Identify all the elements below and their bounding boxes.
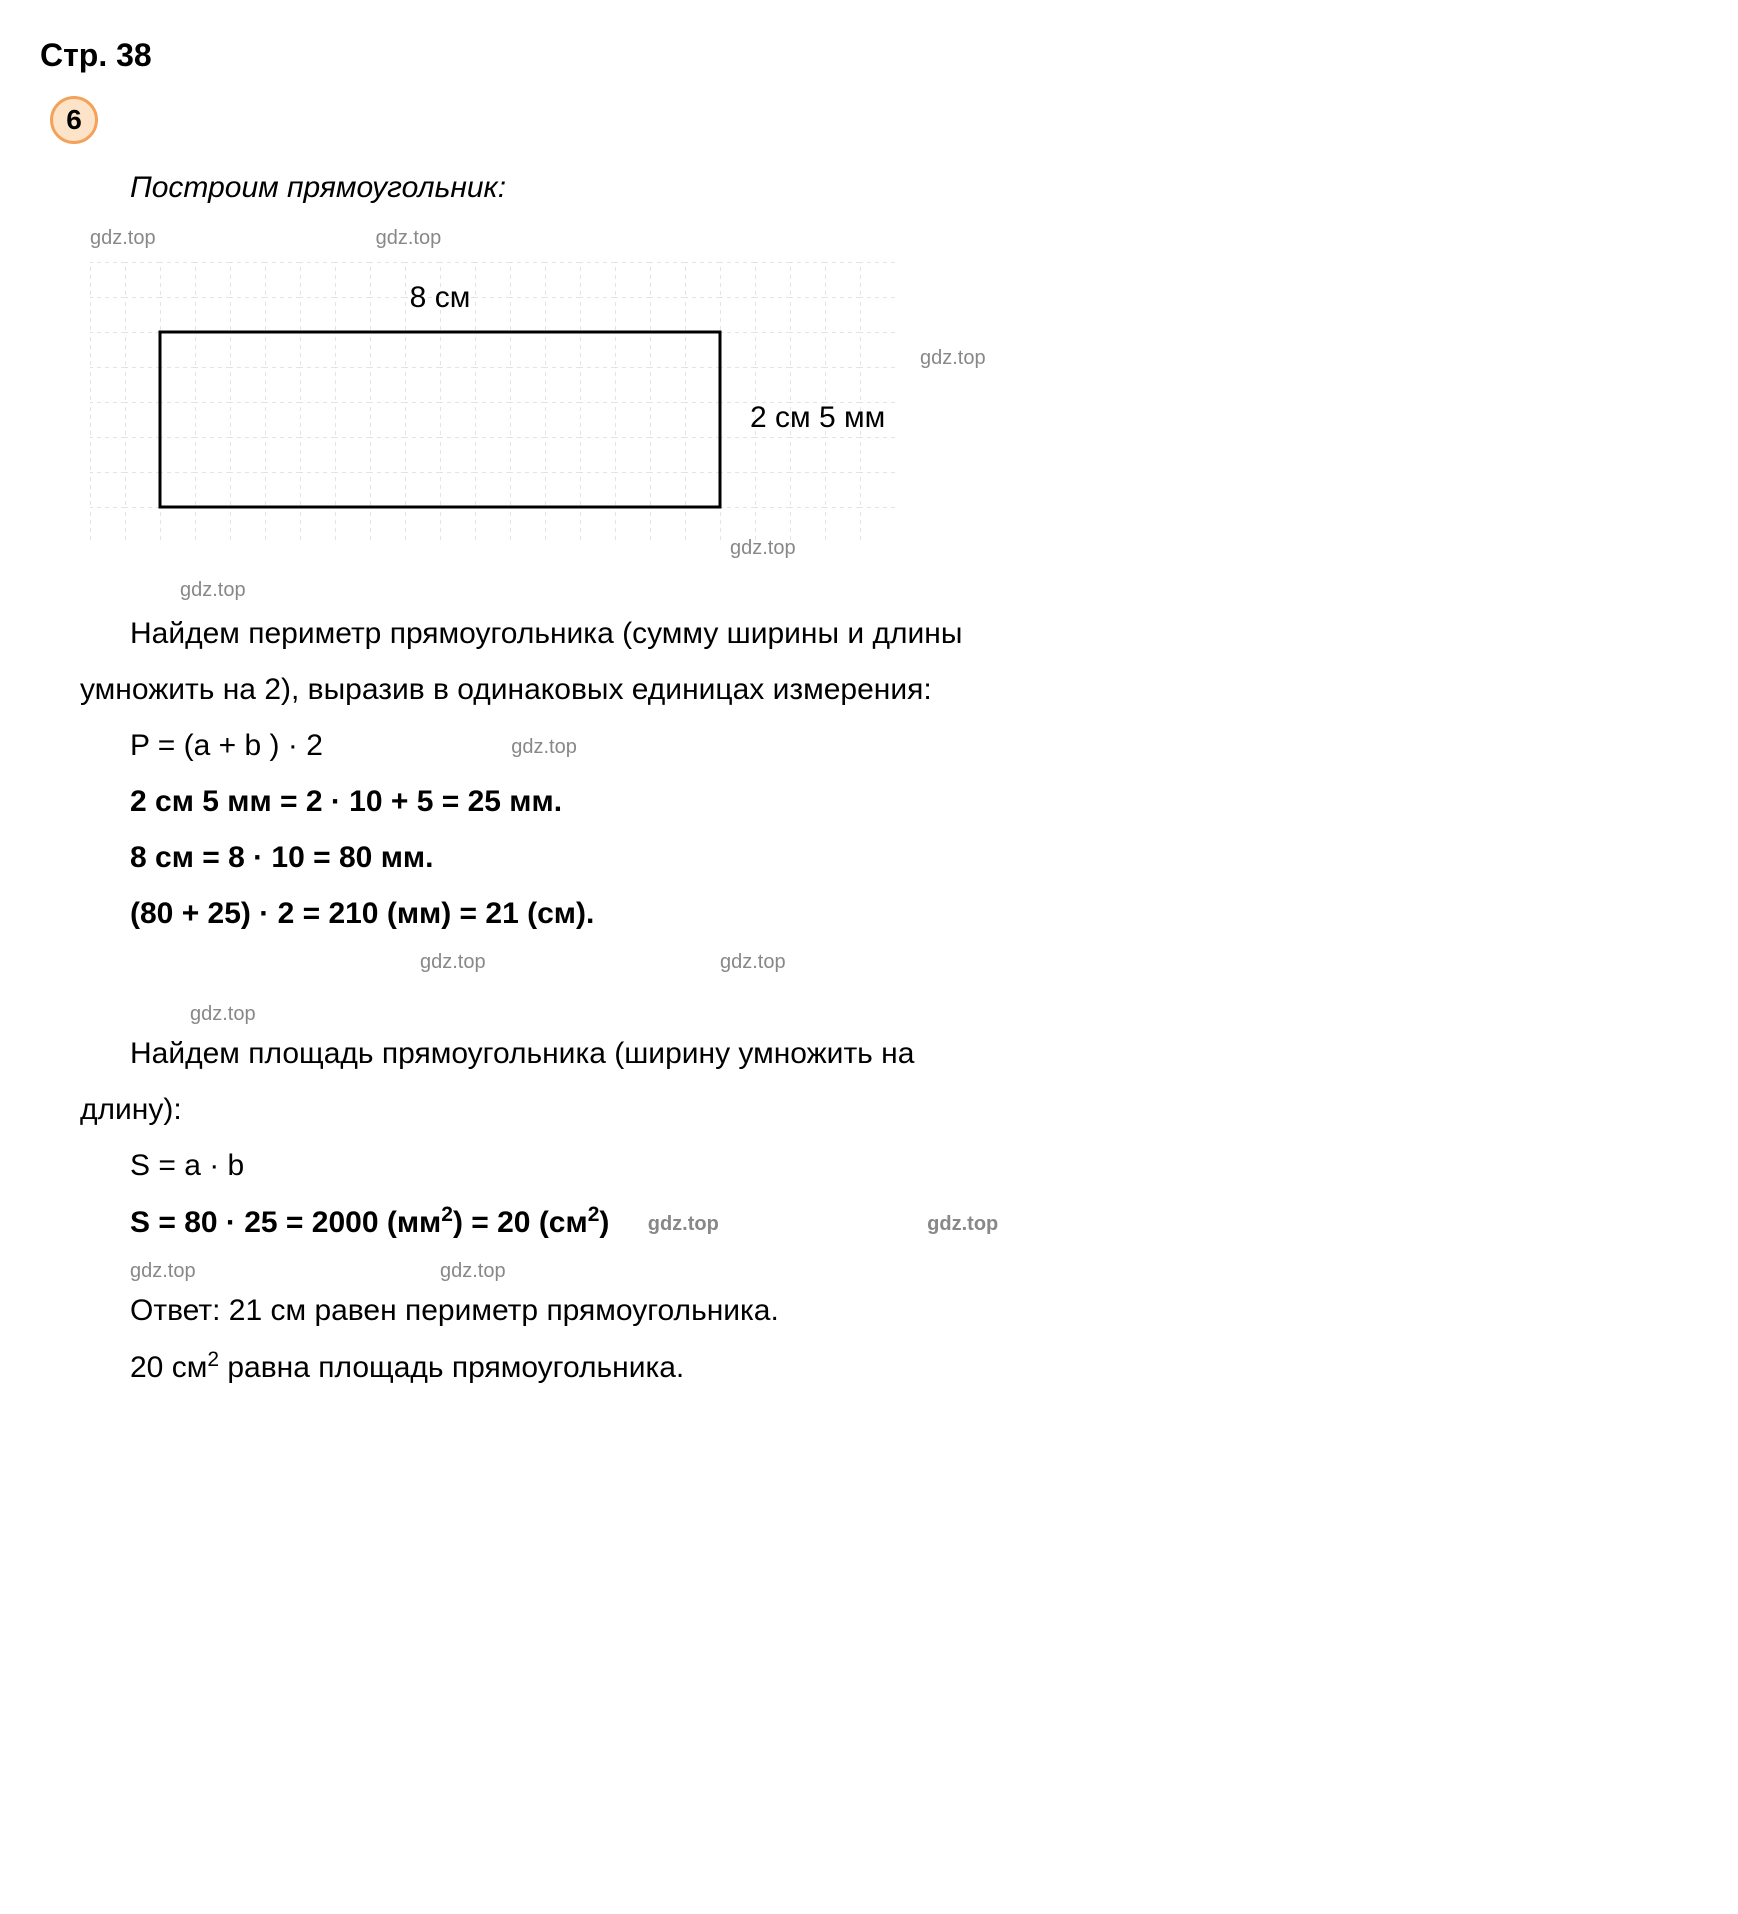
perimeter-text-1: Найдем периметр прямоугольника (сумму ши… <box>80 610 1698 658</box>
area-text-2: длину): <box>80 1086 1698 1134</box>
formula-perimeter: P = (a + b ) · 2 gdz.top <box>130 722 1698 770</box>
sup-2: 2 <box>441 1203 453 1226</box>
calc-area: S = 80 · 25 = 2000 (мм2) = 20 (см2) gdz.… <box>130 1198 1698 1247</box>
problem-number-badge: 6 <box>50 96 98 144</box>
watermark-line: gdz.top <box>40 1002 1698 1030</box>
watermark: gdz.top <box>648 1208 719 1240</box>
sup-2: 2 <box>207 1348 219 1371</box>
label-right: 2 см 5 мм <box>750 401 885 434</box>
watermark: gdz.top <box>720 946 786 978</box>
watermark: gdz.top <box>927 1208 998 1240</box>
answer-2-suffix: равна площадь прямоугольника. <box>219 1351 684 1384</box>
sup-2: 2 <box>588 1203 600 1226</box>
watermark-line: gdz.top gdz.top <box>40 1255 1698 1287</box>
perimeter-text-2: умножить на 2), выразив в одинаковых еди… <box>80 666 1698 714</box>
watermark: gdz.top <box>180 574 246 606</box>
answer-2: 20 см2 равна площадь прямоугольника. <box>130 1343 1698 1392</box>
calc-3: (80 + 25) · 2 = 210 (мм) = 21 (см). <box>130 890 1698 938</box>
calc-1: 2 см 5 мм = 2 · 10 + 5 = 25 мм. <box>130 778 1698 826</box>
watermark: gdz.top <box>190 998 256 1030</box>
calc-s-mid: ) = 20 (см <box>453 1206 588 1239</box>
calc-s-prefix: S = 80 · 25 = 2000 (мм <box>130 1206 441 1239</box>
watermark: gdz.top <box>730 532 796 564</box>
watermark-line: gdz.top gdz.top <box>40 946 1698 982</box>
watermark-row-top: gdz.top gdz.top <box>90 222 1698 254</box>
intro-text: Построим прямоугольник: <box>130 164 1698 212</box>
rectangle-diagram: 8 см 2 см 5 мм gdz.top gdz.top <box>90 262 1698 562</box>
calc-2: 8 см = 8 · 10 = 80 мм. <box>130 834 1698 882</box>
calc-s-suffix: ) <box>599 1206 609 1239</box>
watermark: gdz.top <box>420 946 486 978</box>
answer-2-prefix: 20 см <box>130 1351 207 1384</box>
grid-svg: 8 см 2 см 5 мм <box>90 262 990 562</box>
watermark: gdz.top <box>440 1255 506 1287</box>
watermark-line: gdz.top <box>40 582 1698 610</box>
formula-area: S = a · b <box>130 1142 1698 1190</box>
watermark: gdz.top <box>511 731 577 763</box>
watermark: gdz.top <box>90 222 156 254</box>
page-header: Стр. 38 <box>40 30 1698 81</box>
watermark: gdz.top <box>376 222 442 254</box>
watermark: gdz.top <box>920 342 986 374</box>
watermark: gdz.top <box>130 1255 196 1287</box>
answer-1: Ответ: 21 см равен периметр прямоугольни… <box>80 1287 1698 1335</box>
formula-p-text: P = (a + b ) · 2 <box>130 729 323 762</box>
label-top: 8 см <box>410 281 471 314</box>
area-text-1: Найдем площадь прямоугольника (ширину ум… <box>80 1030 1698 1078</box>
